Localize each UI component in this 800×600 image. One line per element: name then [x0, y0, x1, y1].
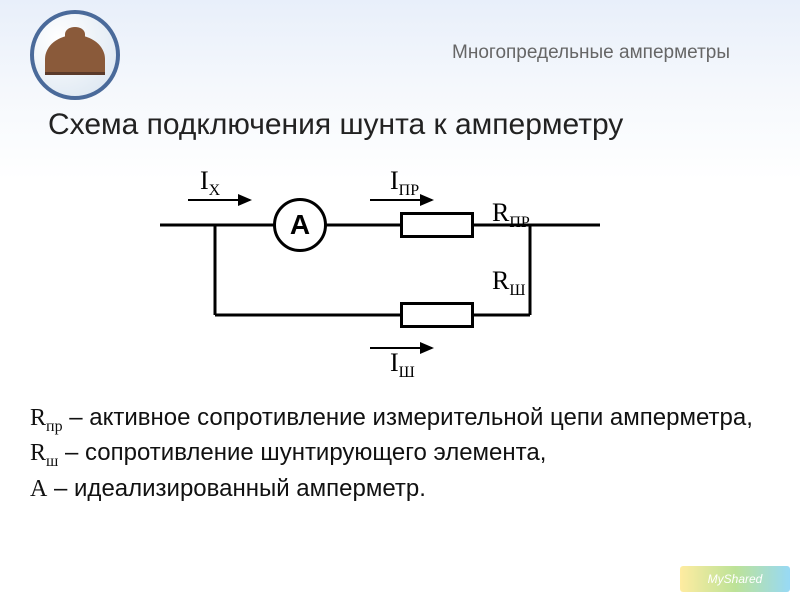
slide-subtitle: Многопредельные амперметры [452, 42, 730, 64]
legend-line-a: А – идеализированный амперметр. [30, 473, 770, 505]
label-ix: IX [200, 166, 220, 200]
resistor-rsh [400, 302, 474, 328]
circuit-wires [160, 170, 600, 370]
legend-line-rsh: Rш – сопротивление шунтирующего элемента… [30, 437, 770, 472]
ammeter-symbol: А [273, 198, 327, 252]
label-rpr: RПР [492, 198, 530, 232]
label-ipr: IПР [390, 166, 419, 200]
label-rsh: RШ [492, 266, 525, 300]
watermark: MyShared [680, 566, 790, 592]
logo-building-icon [45, 35, 105, 75]
legend-line-rpr: Rпр – активное сопротивление измерительн… [30, 402, 770, 437]
resistor-rpr [400, 212, 474, 238]
circuit-diagram: А IX IПР RПР RШ IШ [160, 170, 600, 370]
label-ish: IШ [390, 348, 415, 382]
logo [30, 10, 120, 100]
legend-block: Rпр – активное сопротивление измерительн… [30, 402, 770, 505]
ammeter-label: А [290, 209, 310, 241]
slide-title: Схема подключения шунта к амперметру [48, 108, 623, 142]
